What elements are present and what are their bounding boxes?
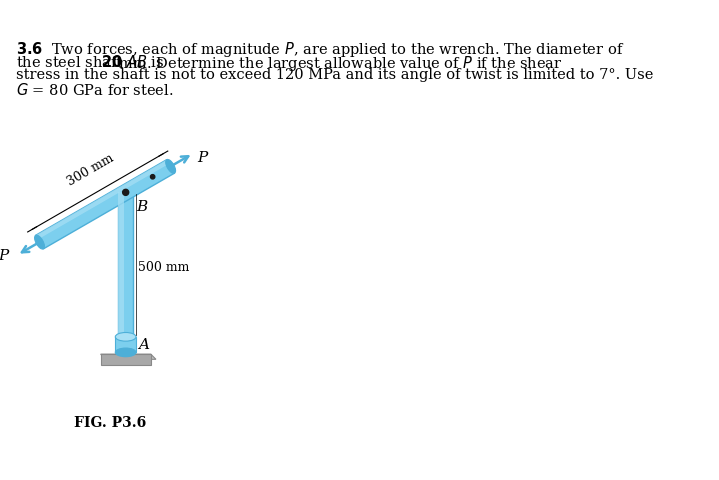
Polygon shape: [115, 337, 136, 353]
Text: P: P: [0, 249, 9, 263]
Ellipse shape: [115, 348, 136, 357]
Text: 300 mm: 300 mm: [65, 152, 116, 189]
Text: P: P: [198, 151, 208, 165]
Text: $\mathbf{3.6}$  Two forces, each of magnitude $P$, are applied to the wrench. Th: $\mathbf{3.6}$ Two forces, each of magni…: [16, 40, 624, 59]
Ellipse shape: [35, 236, 45, 250]
Ellipse shape: [115, 333, 136, 341]
Polygon shape: [118, 193, 134, 337]
Polygon shape: [36, 160, 175, 249]
Text: $\mathbf{20}$: $\mathbf{20}$: [101, 54, 122, 70]
Text: stress in the shaft is not to exceed 120 MPa and its angle of twist is limited t: stress in the shaft is not to exceed 120…: [16, 68, 653, 82]
Text: the steel shaft $AB$ is: the steel shaft $AB$ is: [16, 54, 165, 70]
Ellipse shape: [123, 190, 129, 196]
Text: mm. Determine the largest allowable value of $P$ if the shear: mm. Determine the largest allowable valu…: [114, 54, 563, 73]
Text: A: A: [138, 337, 149, 351]
Ellipse shape: [165, 160, 175, 174]
Polygon shape: [36, 160, 169, 240]
Text: $G$ = 80 GPa for steel.: $G$ = 80 GPa for steel.: [16, 82, 173, 97]
Polygon shape: [118, 193, 124, 337]
Polygon shape: [101, 354, 151, 365]
Text: 500 mm: 500 mm: [138, 260, 189, 273]
Ellipse shape: [150, 175, 155, 180]
Text: B: B: [136, 200, 147, 214]
Polygon shape: [101, 354, 156, 360]
Text: FIG. P3.6: FIG. P3.6: [74, 415, 146, 429]
